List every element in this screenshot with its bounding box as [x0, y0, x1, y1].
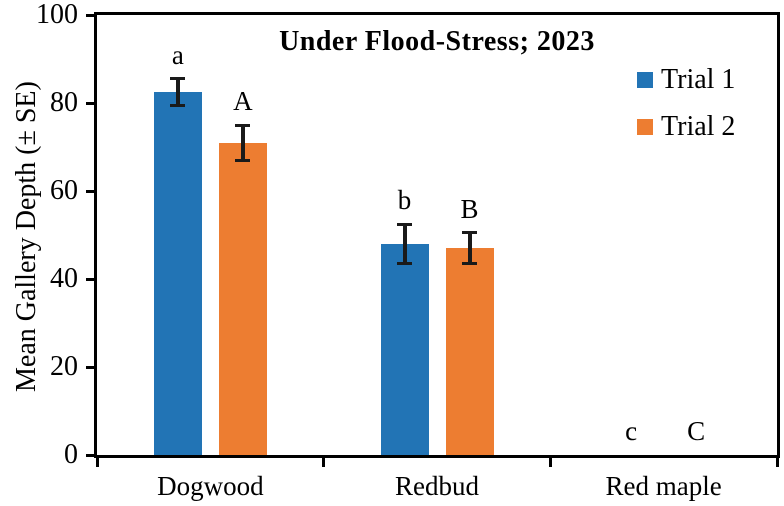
error-bar-line: [402, 224, 407, 264]
error-bar-line: [240, 125, 245, 161]
error-bar-cap-top: [397, 222, 412, 226]
x-axis-tick: [95, 455, 99, 467]
y-axis-tick-label: 100: [36, 0, 78, 30]
error-bar-cap-top: [235, 123, 251, 127]
y-axis-tick: [86, 101, 97, 105]
legend-label-trial-2: Trial 2: [661, 111, 736, 142]
y-axis-tick-label: 20: [50, 351, 78, 382]
error-bar-cap-top: [170, 77, 186, 81]
significance-letter: C: [687, 416, 706, 446]
error-bar-line: [467, 232, 472, 264]
error-bar-cap-bottom: [170, 103, 186, 107]
y-axis-tick: [86, 277, 97, 281]
legend-swatch-trial-1: [637, 72, 653, 88]
bar-trial-2-dogwood: [218, 142, 267, 455]
error-bar-cap-bottom: [235, 158, 251, 162]
plot-frame: [94, 12, 780, 458]
error-bar-cap-bottom: [397, 262, 412, 266]
legend-label-trial-1: Trial 1: [661, 64, 736, 95]
chart-title: Under Flood-Stress; 2023: [279, 26, 595, 57]
error-bar-cap-top: [462, 231, 477, 235]
error-bar-line: [175, 78, 180, 106]
y-axis-title: Mean Gallery Depth (± SE): [11, 81, 42, 392]
y-axis-tick: [86, 365, 97, 369]
x-axis-category-label: Dogwood: [157, 471, 264, 501]
significance-letter: b: [397, 185, 412, 215]
error-bar-cap-bottom: [462, 262, 477, 266]
x-axis-category-label: Redbud: [395, 471, 479, 501]
y-axis-tick: [86, 189, 97, 193]
significance-letter: B: [460, 193, 479, 224]
y-axis-tick-label: 0: [64, 439, 78, 470]
x-axis-tick: [548, 455, 552, 467]
bar-trial-1-dogwood: [153, 92, 202, 455]
x-axis-tick: [775, 455, 779, 467]
y-axis-tick-label: 80: [50, 87, 78, 118]
bar-trial-1-redbud: [380, 243, 429, 455]
y-axis-tick: [86, 13, 97, 17]
y-axis-tick-label: 60: [50, 175, 78, 206]
significance-letter: A: [233, 86, 253, 116]
y-axis-tick-label: 40: [50, 263, 78, 294]
x-axis-tick: [322, 455, 326, 467]
y-axis-tick: [86, 453, 97, 457]
x-axis-category-label: Red maple: [605, 471, 722, 501]
significance-letter: a: [171, 39, 184, 70]
significance-letter: c: [625, 416, 638, 446]
bar-trial-2-redbud: [445, 248, 494, 455]
legend-swatch-trial-2: [637, 119, 653, 135]
